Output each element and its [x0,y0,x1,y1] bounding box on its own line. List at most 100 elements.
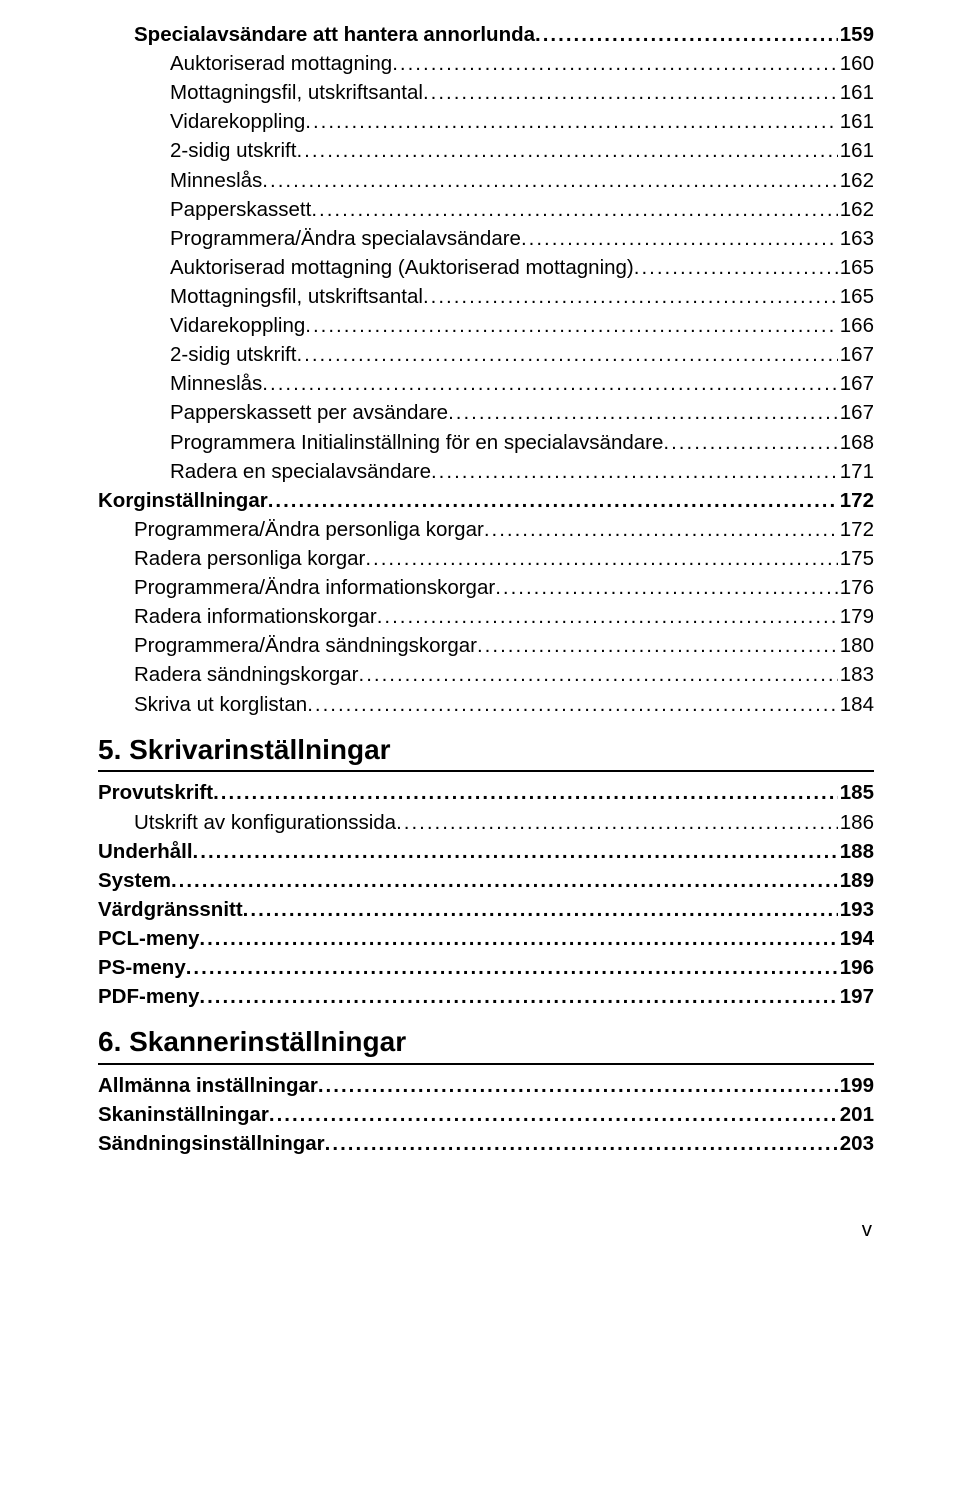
toc-entry-page: 172 [838,486,874,515]
toc-entry-label: 2-sidig utskrift [170,136,296,165]
toc-entry-page: 162 [838,195,874,224]
toc-entry-label: Radera informationskorgar [134,602,377,631]
toc-entry-label: Programmera/Ändra specialavsändare [170,224,521,253]
toc-entry-label: Papperskassett per avsändare [170,398,448,427]
toc-entry: 2-sidig utskrift 167 [98,340,874,369]
toc-entry-label: Auktoriserad mottagning [170,49,392,78]
toc-entry-label: Värdgränssnitt [98,895,243,924]
toc-entry: Skriva ut korglistan 184 [98,690,874,719]
toc-entry-label: Programmera/Ändra sändningskorgar [134,631,477,660]
toc-entry-page: 168 [838,428,874,457]
section-heading-6: 6. Skannerinställningar [98,1023,874,1065]
toc-entry-label: Programmera Initialinställning för en sp… [170,428,663,457]
toc-entry-page: 185 [838,778,874,807]
toc-entry-leader [318,1071,838,1100]
toc-entry-page: 193 [838,895,874,924]
toc-entry: PDF-meny 197 [98,982,874,1011]
toc-entry-page: 160 [838,49,874,78]
toc-entry-page: 189 [838,866,874,895]
toc-entry-page: 172 [838,515,874,544]
toc-entry: Radera en specialavsändare171 [98,457,874,486]
toc-entry-page: 196 [838,953,874,982]
toc-entry-label: PS-meny [98,953,186,982]
toc-entry-page: 162 [838,166,874,195]
toc-entry-leader [477,631,838,660]
toc-entry: Mottagningsfil, utskriftsantal 165 [98,282,874,311]
toc-entry-page: 188 [838,837,874,866]
toc-entry-label: Mottagningsfil, utskriftsantal [170,78,423,107]
toc-entry-page: 167 [838,369,874,398]
toc-entry-page: 167 [838,398,874,427]
toc-entry-label: Papperskassett [170,195,311,224]
toc-entry: Vidarekoppling 161 [98,107,874,136]
toc-entry-label: PCL-meny [98,924,199,953]
toc-entry-leader [495,573,838,602]
toc-entry-leader [269,1100,838,1129]
toc-entry-label: Vidarekoppling [170,311,305,340]
toc-entry: Programmera/Ändra sändningskorgar180 [98,631,874,660]
toc-entry: Programmera/Ändra personliga korgar172 [98,515,874,544]
toc-entry: Skaninställningar201 [98,1100,874,1129]
toc-entry-leader [199,982,837,1011]
toc-entry-leader [634,253,838,282]
toc-entry: Specialavsändare att hantera annorlunda1… [98,20,874,49]
toc-entry-leader [296,136,837,165]
toc-entry-leader [305,107,838,136]
toc-entry-label: Korginställningar [98,486,268,515]
toc-entry: Programmera/Ändra specialavsändare163 [98,224,874,253]
toc-entry-label: 2-sidig utskrift [170,340,296,369]
toc-entry-label: Underhåll [98,837,193,866]
toc-entry-leader [521,224,838,253]
toc-entry: Utskrift av konfigurationssida 186 [98,808,874,837]
toc-entry: PS-meny 196 [98,953,874,982]
toc-entry: Auktoriserad mottagning (Auktoriserad mo… [98,253,874,282]
toc-entry-label: Skriva ut korglistan [134,690,307,719]
toc-entry-leader [431,457,838,486]
toc-entry-page: 186 [838,808,874,837]
toc-entry: Programmera/Ändra informationskorgar176 [98,573,874,602]
toc-entry-leader [199,924,837,953]
toc-entry: Papperskassett per avsändare 167 [98,398,874,427]
toc-entry-label: Vidarekoppling [170,107,305,136]
toc-entry-page: 165 [838,282,874,311]
toc-entry-label: Utskrift av konfigurationssida [134,808,396,837]
toc-entry-page: 184 [838,690,874,719]
toc-entry-leader [484,515,838,544]
toc-entry-leader [213,778,838,807]
toc-entry-label: Minneslås [170,166,262,195]
toc-entry: Allmänna inställningar199 [98,1071,874,1100]
toc-entry-leader [305,311,838,340]
toc-entry-page: 166 [838,311,874,340]
toc-entry: Korginställningar 172 [98,486,874,515]
toc-entry-leader [396,808,838,837]
toc-entry: PCL-meny 194 [98,924,874,953]
toc-entry-label: Allmänna inställningar [98,1071,318,1100]
toc-entry-leader [262,166,837,195]
toc-entry: Minneslås 167 [98,369,874,398]
toc-entry: System 189 [98,866,874,895]
toc-entry-page: 197 [838,982,874,1011]
toc-entry-page: 201 [838,1100,874,1129]
toc-entry-page: 161 [838,136,874,165]
toc-entry-label: System [98,866,171,895]
toc-entry: Värdgränssnitt 193 [98,895,874,924]
toc-entry-page: 161 [838,107,874,136]
toc-entry: Mottagningsfil, utskriftsantal161 [98,78,874,107]
toc-entry-label: PDF-meny [98,982,199,1011]
toc-entry-leader [296,340,837,369]
toc-entry-leader [193,837,838,866]
toc-entry: Radera personliga korgar175 [98,544,874,573]
toc-entry-page: 203 [838,1129,874,1158]
toc-block-1: Specialavsändare att hantera annorlunda1… [98,20,874,719]
toc-entry-page: 167 [838,340,874,369]
toc-entry-leader [365,544,837,573]
toc-entry-page: 175 [838,544,874,573]
toc-entry-page: 194 [838,924,874,953]
toc-entry-leader [377,602,838,631]
toc-entry-leader [307,690,838,719]
toc-entry-label: Mottagningsfil, utskriftsantal [170,282,423,311]
toc-entry: Auktoriserad mottagning 160 [98,49,874,78]
toc-entry: Radera sändningskorgar183 [98,660,874,689]
toc-entry: Provutskrift185 [98,778,874,807]
toc-entry-label: Minneslås [170,369,262,398]
